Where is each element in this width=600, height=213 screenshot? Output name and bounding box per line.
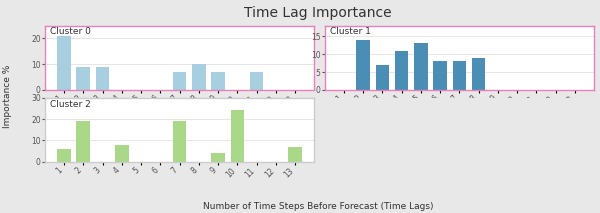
Bar [173, 72, 187, 90]
Text: Number of Time Steps Before Forecast (Time Lags): Number of Time Steps Before Forecast (Ti… [203, 202, 433, 211]
Bar [211, 72, 225, 90]
Text: Importance %: Importance % [2, 64, 12, 128]
Bar [356, 40, 370, 90]
Bar [250, 72, 263, 90]
Bar [173, 121, 187, 162]
Bar [96, 67, 109, 90]
Text: Cluster 2: Cluster 2 [50, 99, 91, 108]
Bar [115, 145, 128, 162]
Bar [76, 121, 90, 162]
Bar [76, 67, 90, 90]
Bar [376, 65, 389, 90]
Bar [57, 36, 71, 90]
Bar [230, 110, 244, 162]
Bar [57, 149, 71, 162]
Bar [452, 61, 466, 90]
Bar [395, 50, 409, 90]
Bar [211, 153, 225, 162]
Bar [192, 64, 206, 90]
Text: Time Lag Importance: Time Lag Importance [244, 6, 392, 20]
Text: Cluster 1: Cluster 1 [330, 27, 371, 36]
Text: Cluster 0: Cluster 0 [50, 27, 91, 36]
Bar [472, 58, 485, 90]
Bar [414, 43, 428, 90]
Bar [433, 61, 447, 90]
Bar [289, 147, 302, 162]
